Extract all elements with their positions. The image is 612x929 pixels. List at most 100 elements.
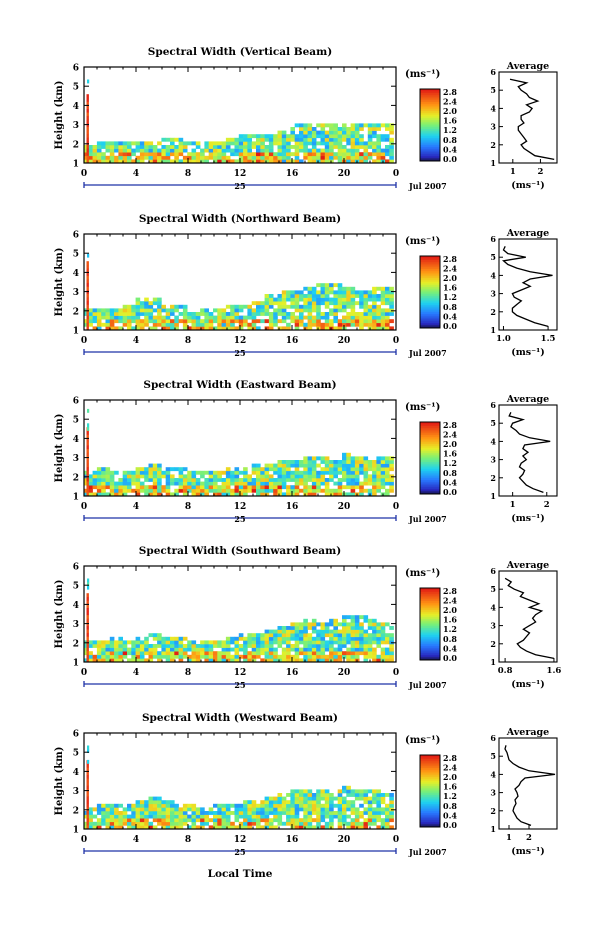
heatmap-cell <box>307 478 313 482</box>
heatmap-cell <box>281 658 287 663</box>
heatmap-cell <box>260 814 265 819</box>
heatmap-cell <box>372 141 377 146</box>
heatmap-cell <box>324 485 330 490</box>
heatmap-cell <box>273 467 278 472</box>
heatmap-cell <box>144 658 149 663</box>
heatmap-cell <box>307 811 313 815</box>
heatmap-cell <box>376 793 381 797</box>
y-tick-label: 3 <box>73 620 79 630</box>
heatmap-cell <box>311 294 317 298</box>
heatmap-cell <box>251 322 257 327</box>
y-tick-label: 4 <box>73 269 79 279</box>
heatmap-cell <box>376 312 381 316</box>
heatmap-cell <box>380 123 386 128</box>
colorbar-unit: (ms⁻¹) <box>405 69 440 80</box>
heatmap-cell <box>88 814 93 819</box>
y-tick-label: 3 <box>73 454 79 464</box>
heatmap-cell <box>152 159 158 164</box>
heatmap-cell <box>363 658 369 663</box>
heatmap-cell <box>311 297 317 302</box>
y-tick-label: 5 <box>73 83 79 93</box>
heatmap-cell <box>294 796 300 801</box>
heatmap-cell <box>320 148 326 153</box>
heatmap-cell <box>260 141 265 146</box>
heatmap-cell <box>127 148 132 153</box>
heatmap-cell <box>247 152 252 157</box>
heatmap-cell <box>277 478 283 482</box>
heatmap-cell <box>372 145 377 149</box>
heatmap-cell <box>152 796 158 801</box>
heatmap-cell <box>165 152 171 157</box>
average-y-tick-label: 6 <box>490 400 496 410</box>
heatmap-cell <box>324 793 330 797</box>
heatmap-cell <box>264 134 270 139</box>
heatmap-cell <box>320 456 326 461</box>
colorbar-segment <box>420 597 440 600</box>
heatmap-cell <box>86 311 89 316</box>
heatmap-cell <box>273 629 278 634</box>
colorbar-segment <box>420 762 440 765</box>
heatmap-cell <box>247 825 252 830</box>
heatmap-cell <box>135 141 141 146</box>
heatmap-cell <box>286 818 291 823</box>
heatmap-cell <box>286 326 291 331</box>
date-label: Jul 2007 <box>408 680 447 690</box>
heatmap-cell <box>161 811 166 815</box>
heatmap-cell <box>152 803 158 808</box>
heatmap-cell <box>290 633 295 638</box>
heatmap-cell <box>234 159 240 164</box>
colorbar-tick-label: 1.6 <box>443 449 457 459</box>
colorbar-segment <box>420 767 440 770</box>
heatmap-cell <box>350 803 356 808</box>
heatmap-cell <box>217 322 222 327</box>
y-tick-label: 3 <box>73 121 79 131</box>
heatmap-cell <box>114 141 119 146</box>
heatmap-cell <box>161 803 166 808</box>
heatmap-cell <box>127 651 132 656</box>
heatmap-cell <box>148 145 154 149</box>
heatmap-cell <box>320 130 326 135</box>
heatmap-cell <box>187 658 192 663</box>
heatmap-cell <box>333 301 338 306</box>
heatmap-cell <box>84 152 89 157</box>
heatmap-cell <box>243 811 248 815</box>
average-x-label: (ms⁻¹) <box>511 679 545 690</box>
heatmap-cell <box>191 322 197 327</box>
heatmap-cell <box>243 488 248 493</box>
heatmap-cell <box>290 130 295 135</box>
heatmap-cell <box>165 647 171 652</box>
heatmap-cell <box>320 803 326 808</box>
heatmap-cell <box>367 304 373 309</box>
heatmap-cell <box>92 145 98 149</box>
heatmap-cell <box>385 145 390 149</box>
heatmap-cell <box>131 470 136 475</box>
x-tick-label: 4 <box>133 668 139 678</box>
heatmap-cell <box>342 485 347 490</box>
heatmap-cell <box>354 130 360 135</box>
heatmap-cell <box>316 629 321 634</box>
heatmap-cell <box>144 145 149 149</box>
heatmap-cell <box>294 622 300 627</box>
heatmap-cell <box>277 304 283 309</box>
heatmap-cell <box>346 492 351 497</box>
heatmap-cell <box>122 470 128 475</box>
heatmap-cell <box>376 456 381 461</box>
heatmap-cell <box>268 481 274 486</box>
heatmap-cell <box>208 488 214 493</box>
heatmap-cell <box>174 651 179 656</box>
heatmap-cell <box>346 470 351 475</box>
average-x-tick-label: 2 <box>537 167 543 177</box>
heatmap-cell <box>294 301 300 306</box>
heatmap-cell <box>307 123 313 128</box>
heatmap-cell <box>363 825 369 830</box>
heatmap-cell <box>311 286 317 291</box>
heatmap-cell <box>290 145 295 149</box>
colorbar-segment <box>420 591 440 594</box>
heatmap-cell <box>264 818 270 823</box>
heatmap-cell <box>191 644 197 648</box>
heatmap-cell <box>294 141 300 146</box>
heatmap-cell <box>311 796 317 801</box>
heatmap-cell <box>354 123 360 128</box>
heatmap-cell <box>320 301 326 306</box>
heatmap-cell <box>88 155 93 160</box>
